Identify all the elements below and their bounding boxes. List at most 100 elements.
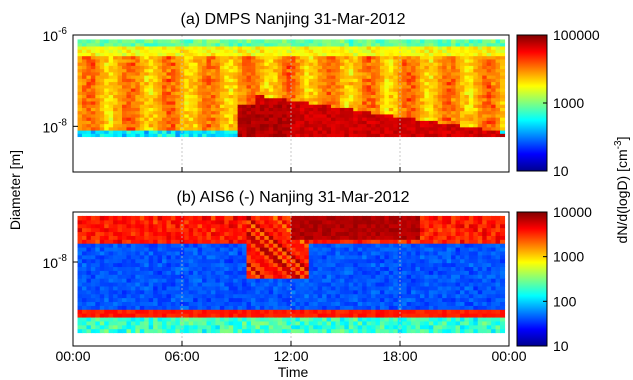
heatmap-cell <box>375 223 381 229</box>
heatmap-cell <box>273 39 279 44</box>
heatmap-cell <box>379 316 385 322</box>
heatmap-cell <box>86 247 92 252</box>
heatmap-cell <box>344 81 350 86</box>
heatmap-cell <box>246 120 252 125</box>
heatmap-cell <box>313 289 319 295</box>
heatmap-cell <box>357 313 363 318</box>
heatmap-cell <box>317 107 323 112</box>
heatmap-cell <box>86 130 92 134</box>
heatmap-cell <box>184 126 190 131</box>
heatmap-cell <box>130 235 136 240</box>
heatmap-cell <box>273 297 279 303</box>
panel-b: (b) AIS6 (-) Nanjing 31-Mar-2012 10-8 00… <box>43 189 527 380</box>
heatmap-cell <box>86 316 92 322</box>
heatmap-cell <box>268 120 274 125</box>
heatmap-cell <box>446 39 452 44</box>
heatmap-cell <box>371 65 377 70</box>
heatmap-cell <box>99 293 105 299</box>
heatmap-cell <box>313 313 319 318</box>
heatmap-cell <box>268 231 274 236</box>
heatmap-cell <box>237 320 243 326</box>
heatmap-cell <box>99 120 105 125</box>
heatmap-cell <box>77 231 83 236</box>
heatmap-cell <box>148 250 154 256</box>
heatmap-cell <box>219 305 225 310</box>
heatmap-cell <box>375 45 381 50</box>
heatmap-cell <box>170 45 176 50</box>
heatmap-cell <box>157 289 163 295</box>
heatmap-cell <box>246 117 252 121</box>
heatmap-cell <box>259 301 265 306</box>
heatmap-cell <box>406 107 412 112</box>
heatmap-cell <box>242 328 248 334</box>
heatmap-cell <box>459 107 466 112</box>
heatmap-cell <box>228 120 234 125</box>
heatmap-cell <box>219 78 225 83</box>
heatmap-cell <box>322 58 328 63</box>
heatmap-cell <box>268 266 274 271</box>
heatmap-cell <box>162 270 168 275</box>
heatmap-cell <box>233 293 239 299</box>
heatmap-cell <box>326 258 332 264</box>
heatmap-cell <box>326 81 332 86</box>
heatmap-cell <box>295 42 301 47</box>
heatmap-cell <box>233 313 239 318</box>
heatmap-cell <box>135 309 141 314</box>
heatmap-cell <box>482 45 488 50</box>
heatmap-cell <box>126 297 132 303</box>
heatmap-cell <box>113 301 119 306</box>
heatmap-cell <box>393 87 399 92</box>
heatmap-cell <box>175 104 181 108</box>
heatmap-cell <box>130 123 136 128</box>
heatmap-cell <box>313 123 319 128</box>
heatmap-cell <box>322 49 328 53</box>
heatmap-cell <box>331 123 337 128</box>
heatmap-cell <box>148 49 154 53</box>
heatmap-cell <box>255 293 261 299</box>
heatmap-cell <box>255 45 261 50</box>
heatmap-cell <box>188 316 194 322</box>
heatmap-cell <box>473 78 479 83</box>
heatmap-cell <box>77 97 83 102</box>
heatmap-cell <box>144 117 150 121</box>
heatmap-cell <box>264 71 270 76</box>
heatmap-cell <box>313 305 319 310</box>
heatmap-cell <box>81 45 88 50</box>
heatmap-cell <box>206 123 212 128</box>
heatmap-cell <box>193 117 199 121</box>
heatmap-cell <box>286 91 292 96</box>
heatmap-cell <box>375 278 381 283</box>
heatmap-cell <box>299 281 305 287</box>
heatmap-cell <box>371 285 377 291</box>
heatmap-cell <box>451 133 457 138</box>
heatmap-cell <box>313 104 319 108</box>
heatmap-cell <box>179 328 185 334</box>
heatmap-cell <box>455 68 461 73</box>
heatmap-cell <box>250 231 257 236</box>
heatmap-cell <box>197 55 203 60</box>
heatmap-cell <box>277 293 283 299</box>
heatmap-cell <box>86 94 92 99</box>
heatmap-cell <box>126 301 132 306</box>
heatmap-cell <box>170 62 176 66</box>
heatmap-cell <box>206 58 212 63</box>
heatmap-cell <box>184 75 190 79</box>
heatmap-cell <box>313 324 319 330</box>
heatmap-cell <box>291 126 297 131</box>
heatmap-cell <box>184 62 190 66</box>
heatmap-cell <box>477 42 483 47</box>
heatmap-cell <box>237 110 243 115</box>
heatmap-cell <box>424 133 430 138</box>
heatmap-cell <box>268 274 274 279</box>
heatmap-cell <box>179 305 185 310</box>
heatmap-cell <box>357 285 363 291</box>
heatmap-cell <box>384 130 390 134</box>
heatmap-cell <box>468 104 474 108</box>
heatmap-cell <box>130 243 136 248</box>
heatmap-cell <box>126 120 132 125</box>
heatmap-cell <box>308 52 314 57</box>
heatmap-cell <box>81 243 88 248</box>
heatmap-cell <box>308 258 314 264</box>
heatmap-cell <box>250 223 257 229</box>
heatmap-cell <box>130 52 136 57</box>
